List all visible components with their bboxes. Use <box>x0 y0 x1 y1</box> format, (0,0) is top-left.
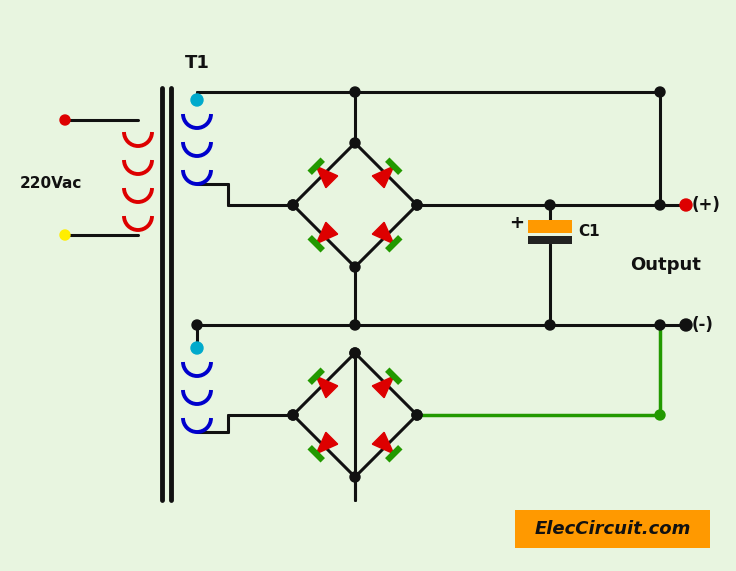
Circle shape <box>680 199 692 211</box>
FancyBboxPatch shape <box>528 236 572 244</box>
Text: +: + <box>509 214 524 232</box>
Polygon shape <box>372 222 394 244</box>
Text: ElecCircuit.com: ElecCircuit.com <box>534 520 690 538</box>
Circle shape <box>350 348 360 358</box>
Circle shape <box>192 320 202 330</box>
Text: (-): (-) <box>692 316 714 334</box>
Polygon shape <box>316 166 338 188</box>
Circle shape <box>655 410 665 420</box>
Text: Output: Output <box>630 256 701 274</box>
Circle shape <box>412 410 422 420</box>
Polygon shape <box>316 376 338 397</box>
Circle shape <box>60 115 70 125</box>
FancyBboxPatch shape <box>528 220 572 233</box>
Polygon shape <box>372 166 394 188</box>
Circle shape <box>288 200 298 210</box>
Circle shape <box>350 320 360 330</box>
Text: T1: T1 <box>185 54 210 72</box>
Circle shape <box>350 348 360 358</box>
Circle shape <box>655 320 665 330</box>
Circle shape <box>350 472 360 482</box>
Circle shape <box>288 200 298 210</box>
Circle shape <box>350 87 360 97</box>
Circle shape <box>655 200 665 210</box>
Circle shape <box>545 320 555 330</box>
Polygon shape <box>316 432 338 454</box>
Circle shape <box>60 230 70 240</box>
Circle shape <box>288 410 298 420</box>
Circle shape <box>545 200 555 210</box>
Polygon shape <box>316 222 338 244</box>
Circle shape <box>412 200 422 210</box>
Circle shape <box>288 410 298 420</box>
Circle shape <box>350 262 360 272</box>
Circle shape <box>655 87 665 97</box>
Polygon shape <box>372 432 394 454</box>
Text: (+): (+) <box>692 196 721 214</box>
FancyBboxPatch shape <box>515 510 710 548</box>
Circle shape <box>191 94 203 106</box>
Text: C1: C1 <box>578 224 600 239</box>
Text: 220Vac: 220Vac <box>20 175 82 191</box>
Circle shape <box>191 342 203 354</box>
Circle shape <box>350 138 360 148</box>
Circle shape <box>680 319 692 331</box>
Polygon shape <box>372 376 394 397</box>
Circle shape <box>412 200 422 210</box>
Circle shape <box>412 410 422 420</box>
